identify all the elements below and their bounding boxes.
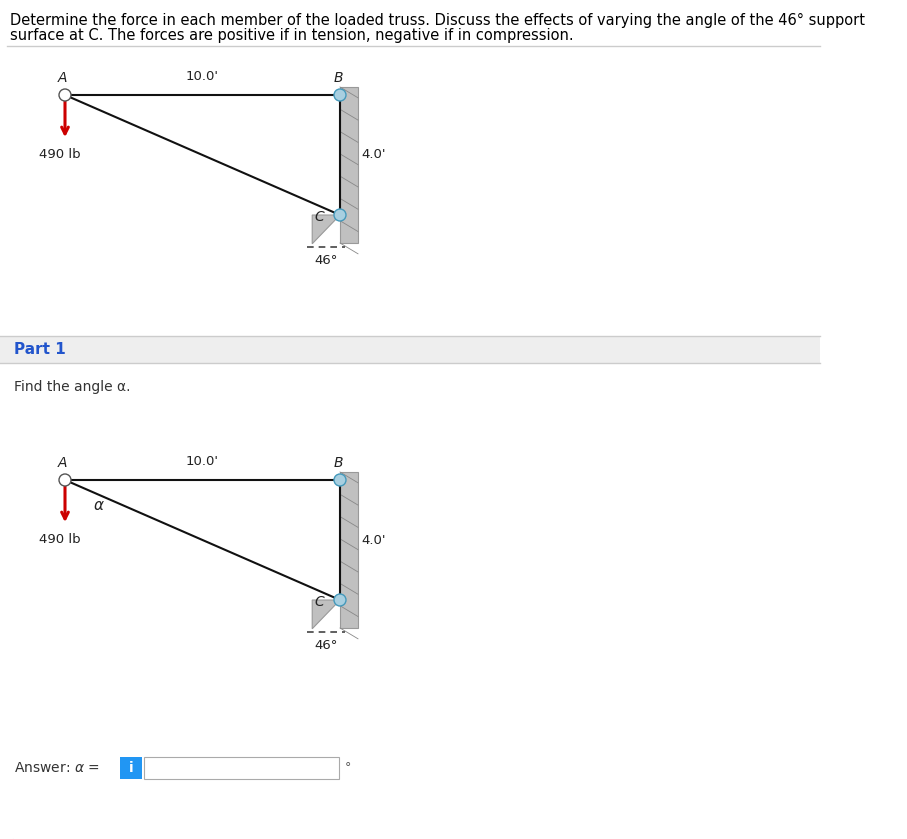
Polygon shape — [312, 600, 340, 628]
Circle shape — [334, 474, 346, 486]
Text: surface at C. The forces are positive if in tension, negative if in compression.: surface at C. The forces are positive if… — [10, 28, 573, 43]
Circle shape — [334, 89, 346, 101]
Circle shape — [334, 594, 346, 606]
Text: $C$: $C$ — [315, 595, 326, 609]
Polygon shape — [120, 757, 142, 779]
Polygon shape — [340, 472, 358, 628]
Circle shape — [59, 474, 71, 486]
Text: 10.0': 10.0' — [186, 455, 219, 468]
Text: $B$: $B$ — [333, 71, 344, 85]
Text: $C$: $C$ — [315, 210, 326, 224]
Text: 10.0': 10.0' — [186, 70, 219, 83]
Text: °: ° — [345, 762, 351, 774]
Polygon shape — [144, 757, 339, 779]
Polygon shape — [312, 215, 340, 244]
Text: 4.0': 4.0' — [361, 534, 385, 546]
Circle shape — [334, 209, 346, 221]
Text: 4.0': 4.0' — [361, 149, 385, 161]
Text: $B$: $B$ — [333, 456, 344, 470]
Text: Determine the force in each member of the loaded truss. Discuss the effects of v: Determine the force in each member of th… — [10, 13, 865, 28]
Text: 46°: 46° — [314, 638, 337, 652]
Text: 46°: 46° — [314, 253, 337, 267]
Text: 490 lb: 490 lb — [39, 533, 81, 546]
Text: i: i — [129, 761, 133, 775]
Circle shape — [59, 89, 71, 101]
Text: $\alpha$: $\alpha$ — [93, 498, 105, 513]
Text: Part 1: Part 1 — [14, 342, 65, 357]
Text: $A$: $A$ — [57, 71, 69, 85]
Polygon shape — [0, 336, 820, 363]
Text: Find the angle α.: Find the angle α. — [14, 380, 131, 394]
Text: Answer: $\alpha$ =: Answer: $\alpha$ = — [14, 761, 100, 775]
Text: $A$: $A$ — [57, 456, 69, 470]
Text: 490 lb: 490 lb — [39, 148, 81, 161]
Polygon shape — [340, 87, 358, 243]
